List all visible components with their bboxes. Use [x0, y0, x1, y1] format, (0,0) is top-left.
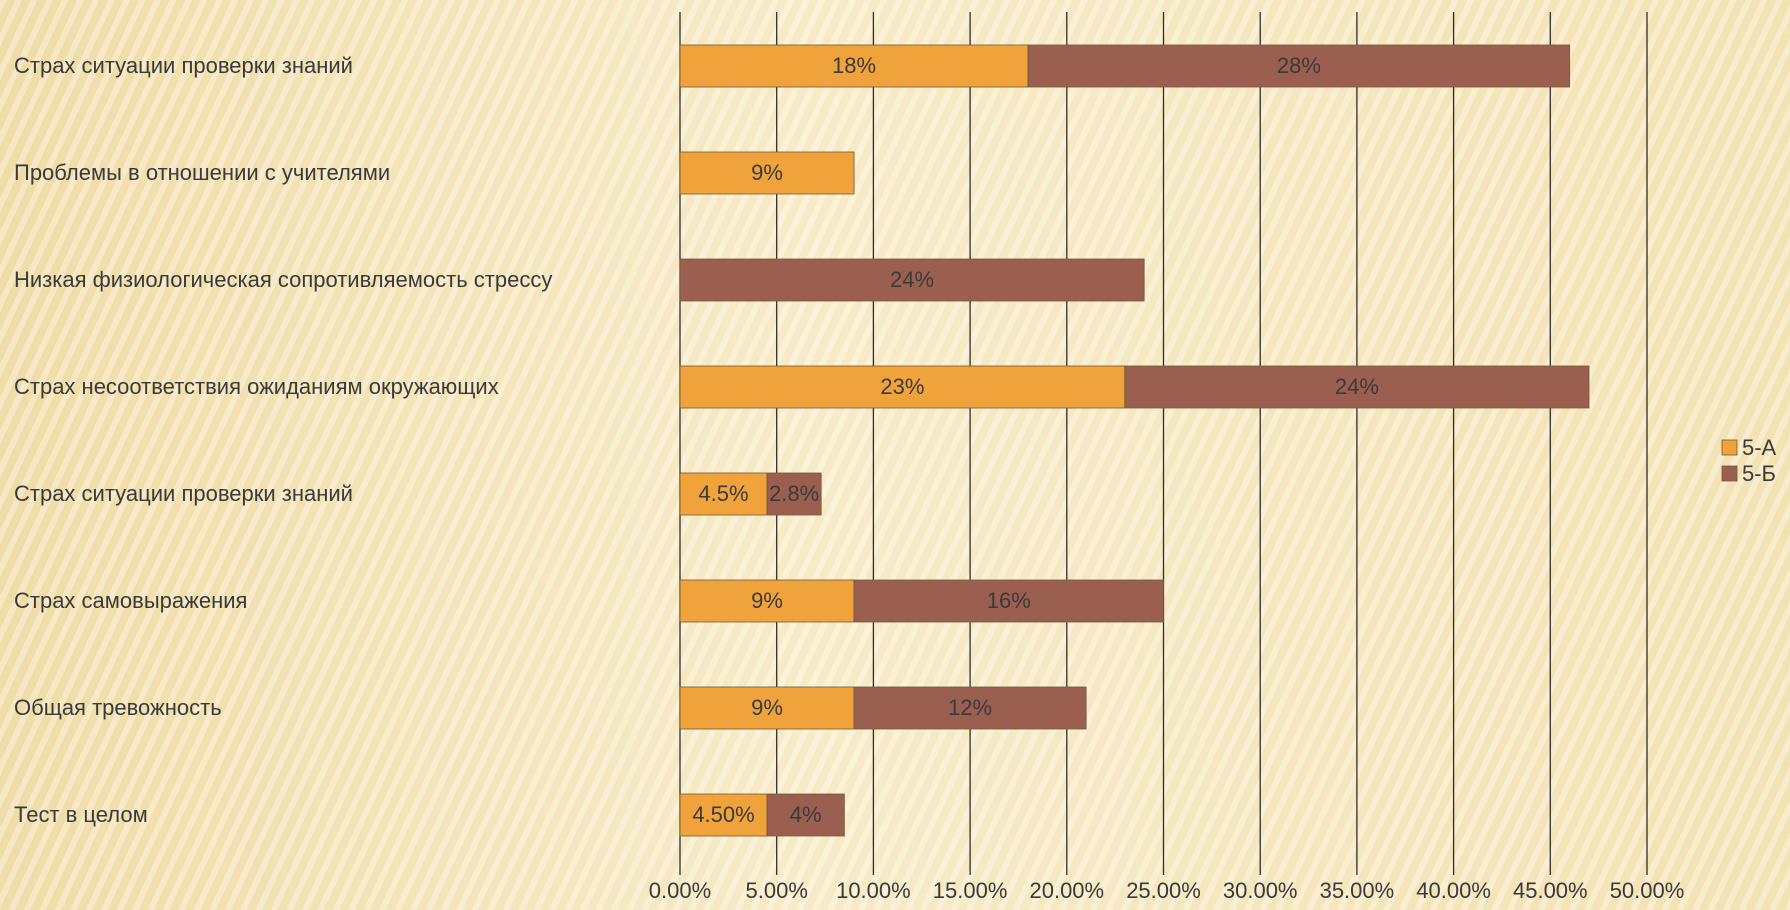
- bar-segment: [679, 365, 1126, 409]
- legend: 5-А5-Б: [1721, 435, 1777, 486]
- data-label: 24%: [890, 267, 934, 292]
- data-label: 24%: [1335, 374, 1379, 399]
- data-label: 28%: [1277, 53, 1321, 78]
- x-tick-label: 5.00%: [746, 878, 808, 903]
- bar-segment: [679, 686, 855, 730]
- x-tick-label: 40.00%: [1416, 878, 1491, 903]
- category-label: Низкая физиологическая сопротивляемость …: [14, 267, 552, 292]
- bar-segment: [853, 686, 1087, 730]
- x-tick-label: 45.00%: [1513, 878, 1588, 903]
- data-label: 23%: [880, 374, 924, 399]
- category-label: Общая тревожность: [14, 695, 222, 720]
- bar-segment: [766, 793, 845, 837]
- bars: 18% 28% 9% 24% 23% 24% 4.5% 2.8% 9% 16% 9% 12% 4.50%…: [679, 44, 1590, 837]
- x-tick-label: 35.00%: [1320, 878, 1395, 903]
- category-label: Страх самовыражения: [14, 588, 247, 613]
- category-labels: Страх ситуации проверки знаний Проблемы в…: [14, 53, 552, 827]
- data-label: 4%: [790, 802, 822, 827]
- bar-segment: [1027, 44, 1571, 88]
- x-tick-label: 10.00%: [836, 878, 911, 903]
- data-label: 18%: [832, 53, 876, 78]
- legend-swatch: [1721, 465, 1738, 482]
- data-label: 2.8%: [769, 481, 819, 506]
- bar-segment: [679, 258, 1145, 302]
- bar-segment: [679, 151, 855, 195]
- bar-segment: [679, 793, 768, 837]
- category-label: Страх ситуации проверки знаний: [14, 53, 353, 78]
- gridlines: [679, 12, 1648, 875]
- x-tick-labels: 0.00% 5.00% 10.00% 15.00% 20.00% 25.00% 30.00%…: [649, 878, 1685, 903]
- x-tick-label: 20.00%: [1029, 878, 1104, 903]
- category-label: Страх несоответствия ожиданиям окружающи…: [14, 374, 499, 399]
- category-label: Проблемы в отношении с учителями: [14, 160, 390, 185]
- x-tick-label: 25.00%: [1126, 878, 1201, 903]
- x-tick-label: 0.00%: [649, 878, 711, 903]
- data-label: 12%: [948, 695, 992, 720]
- data-label: 9%: [751, 695, 783, 720]
- bar-segment: [679, 472, 768, 516]
- bar-segment: [853, 579, 1164, 623]
- legend-label: 5-А: [1742, 435, 1777, 460]
- bar-segment: [679, 44, 1029, 88]
- data-label: 4.5%: [698, 481, 748, 506]
- data-label: 9%: [751, 588, 783, 613]
- legend-label: 5-Б: [1742, 461, 1776, 486]
- data-label: 4.50%: [692, 802, 754, 827]
- bar-segment: [679, 579, 855, 623]
- data-label: 9%: [751, 160, 783, 185]
- x-tick-label: 50.00%: [1610, 878, 1685, 903]
- bar-segment: [766, 472, 822, 516]
- legend-swatch: [1721, 439, 1738, 456]
- data-label: 16%: [987, 588, 1031, 613]
- category-label: Тест в целом: [14, 802, 148, 827]
- category-label: Страх ситуации проверки знаний: [14, 481, 353, 506]
- x-tick-label: 15.00%: [933, 878, 1008, 903]
- x-tick-label: 30.00%: [1223, 878, 1298, 903]
- bar-segment: [1124, 365, 1590, 409]
